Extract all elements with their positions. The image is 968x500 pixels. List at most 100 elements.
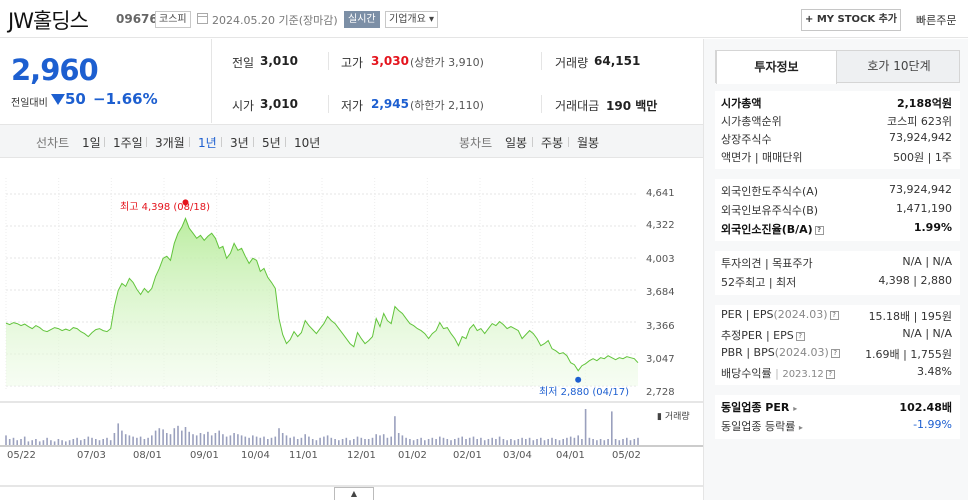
volume-bar	[237, 434, 239, 445]
period-1w[interactable]: 1주일	[113, 136, 143, 150]
volume-bar	[188, 431, 190, 445]
volume-bar	[412, 440, 415, 445]
volume-bar	[618, 440, 621, 445]
period-3m[interactable]: 3개월	[155, 136, 185, 150]
tab-investment-info[interactable]: 투자정보	[716, 50, 837, 84]
info-tabs: 투자정보 호가 10단계	[715, 50, 960, 84]
volume-bar	[192, 434, 194, 445]
x-tick: 08/01	[133, 450, 162, 461]
help-icon[interactable]: ?	[825, 370, 835, 379]
volume-bar	[427, 439, 430, 445]
add-mystock-button[interactable]: + MY STOCK 추가	[801, 9, 901, 31]
volume-bar	[8, 439, 11, 445]
volume-bar	[528, 437, 531, 445]
volume-bar	[57, 439, 60, 445]
volume-bar	[281, 433, 284, 445]
volume-bar	[289, 437, 291, 445]
opinion-section: 투자의견 | 목표주가 N/A | N/A 52주최고 | 최저 4,398 | 2…	[715, 251, 960, 295]
x-tick: 04/01	[556, 450, 585, 461]
volume-bar	[207, 431, 209, 445]
y-tick: 3,047	[646, 354, 675, 365]
volume-bar	[633, 439, 636, 445]
help-icon[interactable]: ?	[814, 226, 824, 235]
volume-bar	[214, 433, 217, 445]
volume-bar	[457, 437, 460, 445]
volume-bar	[61, 440, 63, 445]
help-icon[interactable]: ?	[829, 311, 839, 320]
high-marker	[182, 199, 189, 206]
quick-order-button[interactable]: 빠른주문	[916, 14, 957, 27]
x-tick: 05/22	[7, 450, 36, 461]
tab-hoga-10[interactable]: 호가 10단계	[867, 59, 931, 73]
volume-bar	[91, 437, 93, 445]
period-3y[interactable]: 3년	[230, 136, 249, 150]
volume-bar	[255, 436, 258, 445]
period-5y[interactable]: 5년	[262, 136, 281, 150]
candle-monthly[interactable]: 월봉	[577, 136, 600, 150]
volume-value: 64,151	[594, 54, 641, 68]
volume-bar	[472, 436, 475, 445]
volume-bar	[506, 440, 508, 445]
realtime-button[interactable]: 실시간	[344, 11, 380, 28]
high-annotation: 최고 4,398 (08/18)	[120, 202, 211, 213]
volume-bar	[461, 436, 463, 445]
volume-bar	[132, 436, 134, 445]
mcap-rank-value: 코스피 623위	[887, 115, 952, 128]
upper-limit: (상한가 3,910)	[410, 56, 484, 69]
volume-bar	[106, 437, 108, 445]
high-label: 고가	[341, 56, 364, 70]
volume-bar	[311, 439, 314, 445]
line-chart-label: 선차트	[36, 136, 70, 150]
x-tick: 10/04	[241, 450, 270, 461]
industry-rate-label[interactable]: 동일업종 등락률	[721, 420, 796, 433]
volume-bar	[225, 436, 228, 445]
volume-bar	[121, 430, 123, 445]
foreign-limit-value: 73,924,942	[889, 183, 952, 196]
volume-bar	[319, 437, 321, 445]
volume-bar	[124, 434, 127, 445]
mcap-rank-label: 시가총액순위	[721, 115, 782, 128]
volume-bar	[35, 439, 37, 445]
investment-info-panel: 투자정보 호가 10단계 시가총액 2,188억원 시가총액순위 코스피 623위 …	[703, 39, 968, 500]
volume-bar	[76, 437, 78, 445]
volume-bar	[162, 429, 164, 445]
volume-bar	[345, 437, 348, 445]
help-icon[interactable]: ?	[830, 349, 840, 358]
period-1d[interactable]: 1일	[82, 136, 101, 150]
lower-limit: (하한가 2,110)	[410, 99, 484, 112]
volume-bar	[16, 440, 18, 445]
period-10y[interactable]: 10년	[294, 136, 321, 150]
volume-bar	[330, 437, 333, 445]
volume-bar	[143, 439, 146, 445]
volume-bar	[581, 439, 583, 445]
volume-bar	[166, 433, 168, 445]
pbr-label: PBR | BPS	[721, 346, 775, 359]
volume-bar	[349, 440, 351, 445]
price-chart[interactable]: 4,641 4,322 4,003 3,684 3,366 3,047 2,72…	[0, 158, 703, 500]
industry-per-label[interactable]: 동일업종 PER	[721, 401, 790, 414]
volume-bar	[240, 435, 243, 445]
volume-bar	[65, 441, 67, 445]
candle-weekly[interactable]: 주봉	[541, 136, 564, 150]
volume-bar	[476, 439, 478, 445]
company-overview-dropdown[interactable]: 기업개요 ▾	[385, 11, 438, 28]
volume-bar	[184, 427, 187, 445]
volume-bar	[547, 439, 549, 445]
stock-name: JW홀딩스	[8, 9, 89, 33]
volume-bar	[498, 436, 501, 445]
w52-value: 4,398 | 2,880	[878, 274, 952, 287]
candle-daily[interactable]: 일봉	[505, 136, 528, 150]
price-diff: 50	[65, 90, 86, 108]
volume-bar	[147, 437, 149, 445]
open-label: 시가	[232, 99, 255, 113]
volume-bar	[20, 439, 22, 445]
volume-bar	[510, 439, 512, 445]
help-icon[interactable]: ?	[795, 332, 805, 341]
period-1y[interactable]: 1년	[198, 136, 217, 150]
volume-bar	[270, 437, 273, 445]
volume-bar	[371, 437, 374, 445]
chevron-up-icon[interactable]: ▲	[334, 487, 374, 500]
volume-bar	[566, 437, 568, 445]
valuation-section: PER | EPS(2024.03)? 15.18배 | 195원 추정PER |…	[715, 305, 960, 385]
x-tick: 09/01	[190, 450, 219, 461]
